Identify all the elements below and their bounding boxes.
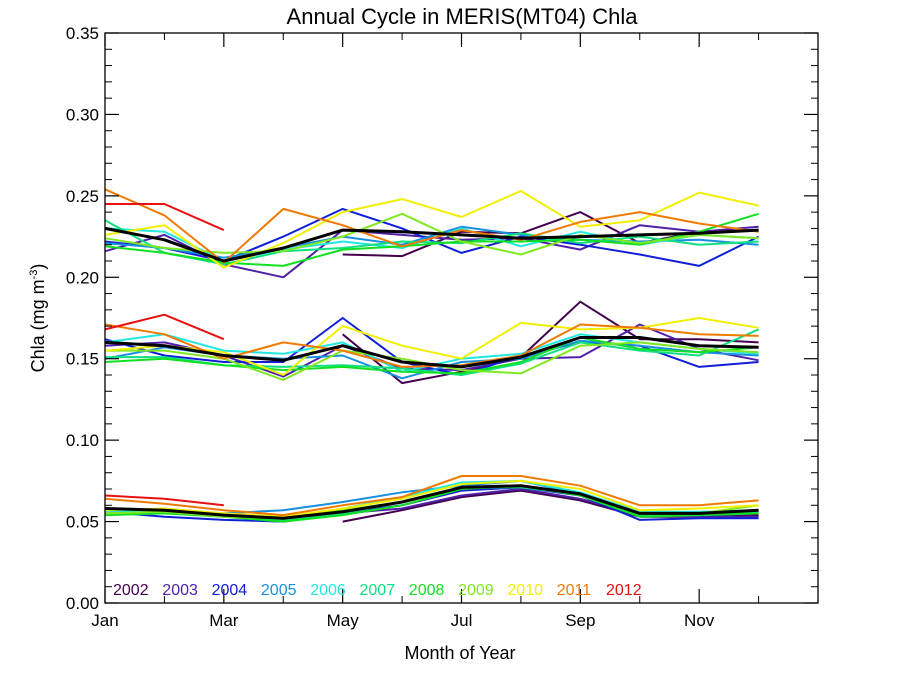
y-tick-label: 0.25 <box>66 187 99 206</box>
series-2010-upper-line <box>104 190 759 269</box>
legend-item-2012: 2012 <box>606 582 642 599</box>
y-tick-label: 0.00 <box>66 594 99 613</box>
series-2011-lower-line <box>104 475 759 517</box>
x-axis-title: Month of Year <box>404 643 515 663</box>
legend-item-2008: 2008 <box>409 582 445 599</box>
y-axis-title-superscript: -3 <box>28 270 40 280</box>
legend-item-2009: 2009 <box>458 582 494 599</box>
legend-item-2007: 2007 <box>360 582 396 599</box>
y-axis-title: Chla (mg m-3) <box>28 264 48 373</box>
series-2009-upper-line <box>104 212 759 256</box>
legend-item-2002: 2002 <box>113 582 149 599</box>
legend-item-2003: 2003 <box>162 582 198 599</box>
legend-item-2005: 2005 <box>261 582 297 599</box>
y-tick-label: 0.05 <box>66 513 99 532</box>
x-tick-label: Sep <box>565 611 595 630</box>
legend-item-2010: 2010 <box>507 582 543 599</box>
mean-lines <box>104 226 759 520</box>
y-tick-label: 0.30 <box>66 105 99 124</box>
x-tick-label: Jul <box>451 611 473 630</box>
y-axis-title-close: ) <box>28 264 48 270</box>
series-lines <box>104 188 760 523</box>
series-2007-upper-line <box>104 219 759 266</box>
mean-upper-line <box>104 226 759 263</box>
legend-item-2011: 2011 <box>557 582 592 599</box>
mean-median-line <box>104 336 759 369</box>
series-2012-upper-line <box>105 203 225 232</box>
series-2012-lower-line <box>104 494 224 507</box>
series-2010-lower-line <box>104 479 759 518</box>
series-2011-upper-line <box>104 188 759 264</box>
legend-item-2006: 2006 <box>310 582 346 599</box>
series-2002-median-line <box>342 300 759 385</box>
x-tick-label: Jan <box>91 611 118 630</box>
y-tick-label: 0.15 <box>66 350 99 369</box>
legend: 2002 2003 2004 2005 2006 2007 2008 2009 2010 2011… <box>113 582 642 599</box>
x-tick-label: Mar <box>209 611 239 630</box>
series-2012-median-line <box>104 313 225 341</box>
y-axis: 0.00 0.05 0.10 0.15 0.20 0.25 0.30 0.35 <box>66 24 818 613</box>
y-tick-label: 0.20 <box>66 268 99 287</box>
mean-lower-line <box>104 484 759 520</box>
y-tick-label: 0.35 <box>66 24 99 43</box>
x-tick-label: May <box>327 611 360 630</box>
y-tick-label: 0.10 <box>66 431 99 450</box>
x-axis: Jan Mar May Jul Sep Nov <box>91 33 819 630</box>
series-2008-median-line <box>104 336 759 375</box>
x-tick-label: Nov <box>684 611 715 630</box>
chart-title: Annual Cycle in MERIS(MT04) Chla <box>287 4 639 29</box>
legend-item-2004: 2004 <box>212 582 248 599</box>
y-axis-title-main: Chla (mg m <box>28 279 48 372</box>
series-2010-median-line <box>104 317 759 376</box>
